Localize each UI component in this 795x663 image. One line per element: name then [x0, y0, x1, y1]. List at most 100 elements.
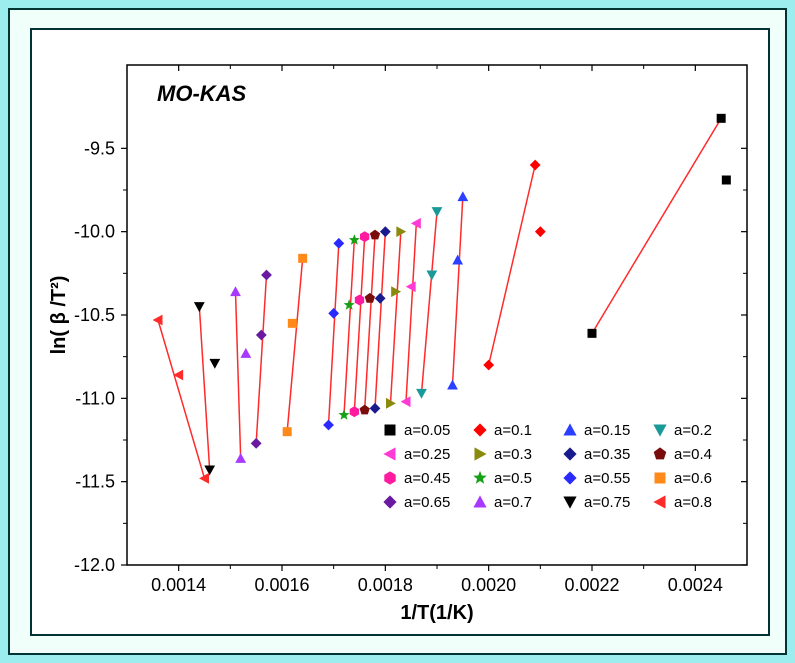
x-tick-label: 0.0014	[151, 575, 206, 595]
legend-label: a=0.2	[674, 422, 712, 439]
y-tick-label: -10.5	[74, 305, 115, 325]
marker-hexagon	[360, 231, 369, 242]
fit-line	[422, 212, 438, 394]
fit-line	[391, 232, 401, 404]
fit-line	[592, 118, 721, 333]
legend-label: a=0.7	[494, 494, 532, 511]
marker-diamond	[375, 293, 386, 304]
marker-square	[655, 473, 666, 484]
legend-label: a=0.6	[674, 470, 712, 487]
fit-line	[354, 237, 364, 412]
marker-triangle-down	[416, 389, 427, 399]
marker-triangle-up	[452, 255, 463, 265]
marker-triangle-up	[240, 348, 251, 358]
marker-star	[473, 471, 487, 484]
y-tick-label: -11.5	[75, 472, 115, 492]
marker-triangle-left	[406, 281, 416, 292]
marker-star	[338, 409, 349, 420]
chart-svg: 0.00140.00160.00180.00200.00220.0024-12.…	[32, 30, 768, 634]
marker-square	[283, 427, 292, 436]
legend-label: a=0.35	[584, 446, 630, 463]
marker-diamond	[328, 308, 339, 319]
marker-square	[385, 425, 396, 436]
y-tick-label: -10.0	[74, 222, 115, 242]
outer-frame: 0.00140.00160.00180.00200.00220.0024-12.…	[8, 8, 787, 655]
marker-triangle-up	[457, 191, 468, 201]
fit-line	[256, 275, 266, 443]
marker-diamond	[380, 226, 391, 237]
marker-diamond	[370, 403, 381, 414]
marker-diamond	[563, 447, 576, 460]
marker-triangle-down	[426, 271, 437, 281]
marker-diamond	[535, 226, 546, 237]
marker-square	[722, 176, 731, 185]
marker-square	[288, 319, 297, 328]
marker-diamond	[251, 438, 262, 449]
marker-triangle-down	[209, 359, 220, 369]
marker-pentagon	[370, 230, 380, 240]
legend-label: a=0.1	[494, 422, 532, 439]
marker-triangle-up	[230, 286, 241, 296]
chart-title: MO-KAS	[157, 81, 247, 106]
marker-hexagon	[350, 406, 359, 417]
x-tick-label: 0.0018	[358, 575, 413, 595]
marker-square	[588, 329, 597, 338]
marker-triangle-down	[432, 207, 443, 217]
fit-line	[158, 320, 205, 478]
marker-diamond	[261, 270, 272, 281]
marker-pentagon	[654, 447, 667, 459]
marker-triangle-right	[475, 447, 487, 460]
legend-label: a=0.25	[404, 446, 450, 463]
marker-pentagon	[365, 293, 375, 303]
marker-triangle-down	[653, 425, 666, 437]
marker-hexagon	[384, 471, 395, 484]
x-tick-label: 0.0020	[461, 575, 516, 595]
fit-line	[329, 243, 339, 425]
marker-diamond	[256, 330, 267, 341]
fit-line	[287, 258, 302, 431]
marker-diamond	[323, 420, 334, 431]
fit-line	[236, 292, 241, 459]
fit-line	[344, 240, 354, 415]
marker-diamond	[473, 423, 486, 436]
plot-area	[127, 65, 747, 565]
legend-label: a=0.5	[494, 470, 532, 487]
legend-label: a=0.4	[674, 446, 712, 463]
plot-frame: 0.00140.00160.00180.00200.00220.0024-12.…	[30, 28, 770, 636]
marker-square	[717, 114, 726, 123]
marker-diamond	[383, 495, 396, 508]
x-tick-label: 0.0024	[668, 575, 723, 595]
legend-label: a=0.8	[674, 494, 712, 511]
marker-triangle-up	[447, 380, 458, 390]
x-axis-label: 1/T(1/K)	[400, 602, 473, 624]
marker-star	[344, 299, 355, 310]
fit-line	[199, 307, 209, 470]
y-tick-label: -11.0	[75, 388, 115, 408]
y-tick-label: -9.5	[84, 138, 115, 158]
fit-line	[365, 235, 375, 410]
legend-label: a=0.75	[584, 494, 630, 511]
marker-triangle-right	[391, 286, 401, 297]
fit-line	[489, 165, 535, 365]
marker-triangle-up	[235, 453, 246, 463]
x-tick-label: 0.0016	[254, 575, 309, 595]
marker-diamond	[333, 238, 344, 249]
marker-triangle-down	[563, 497, 576, 509]
y-axis-label: ln( β /T²)	[48, 276, 70, 355]
fit-line	[453, 197, 463, 385]
x-tick-label: 0.0022	[564, 575, 619, 595]
marker-triangle-left	[153, 315, 163, 326]
marker-triangle-up	[563, 423, 576, 435]
marker-pentagon	[360, 405, 370, 415]
legend-label: a=0.65	[404, 494, 450, 511]
legend-label: a=0.15	[584, 422, 630, 439]
marker-square	[298, 254, 307, 263]
legend-label: a=0.55	[584, 470, 630, 487]
fit-line	[406, 223, 416, 401]
marker-diamond	[530, 160, 541, 171]
legend-label: a=0.45	[404, 470, 450, 487]
marker-triangle-down	[204, 466, 215, 476]
marker-diamond	[563, 471, 576, 484]
marker-hexagon	[355, 295, 364, 306]
fit-line	[375, 232, 385, 409]
